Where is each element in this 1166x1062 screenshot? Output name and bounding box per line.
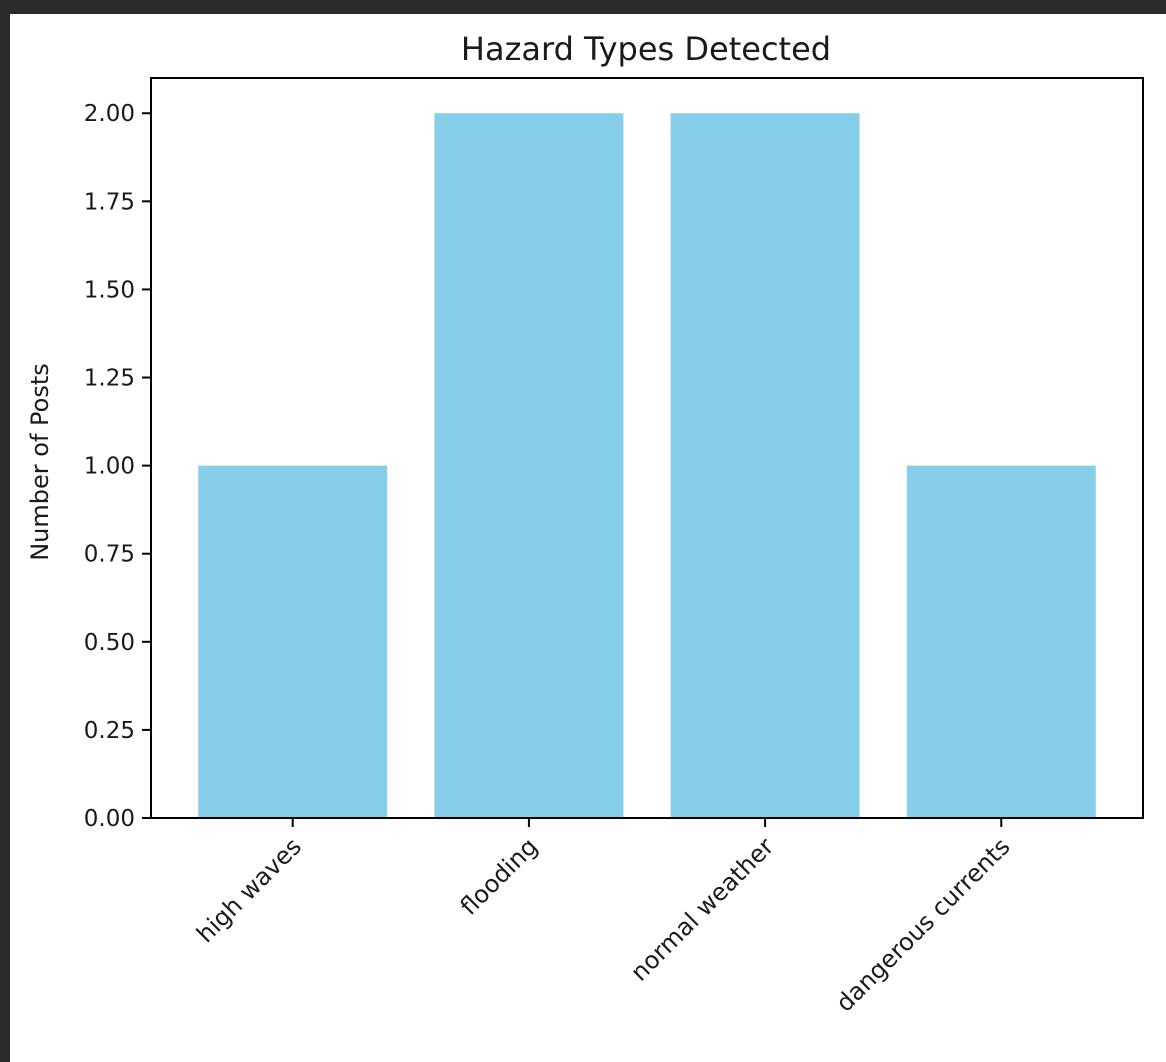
- y-tick-label: 0.00: [84, 806, 135, 832]
- chart-title: Hazard Types Detected: [461, 30, 831, 68]
- axes-frame: [150, 77, 1144, 819]
- x-tick-label: flooding: [455, 832, 543, 920]
- y-tick-label: 1.25: [84, 366, 135, 392]
- y-tick-label: 1.50: [84, 277, 135, 303]
- bar-chart: Hazard Types Detected Number of Posts 0.…: [26, 30, 1144, 1017]
- bar-flooding: [434, 113, 624, 818]
- x-tick-label: normal weather: [625, 832, 779, 986]
- x-tick-label: high waves: [191, 832, 307, 948]
- y-axis-ticks: 0.00 0.25 0.50 0.75 1.00 1.25 1.50 1.75 2.00: [84, 101, 151, 832]
- y-tick-label: 2.00: [84, 101, 135, 127]
- figure-panel: Hazard Types Detected Number of Posts 0.…: [10, 14, 1166, 1062]
- bar-normal-weather: [670, 113, 860, 818]
- bar-dangerous-currents: [906, 465, 1096, 818]
- bar-high-waves: [198, 465, 388, 818]
- y-tick-label: 0.25: [84, 718, 135, 744]
- y-tick-label: 0.75: [84, 542, 135, 568]
- x-tick-label: dangerous currents: [831, 832, 1016, 1017]
- bars-group: [198, 113, 1096, 818]
- x-axis-ticks: high waves flooding normal weather dangerou…: [191, 818, 1016, 1017]
- y-tick-label: 1.00: [84, 454, 135, 480]
- y-tick-label: 0.50: [84, 630, 135, 656]
- y-tick-label: 1.75: [84, 189, 135, 215]
- y-axis-label: Number of Posts: [26, 363, 54, 561]
